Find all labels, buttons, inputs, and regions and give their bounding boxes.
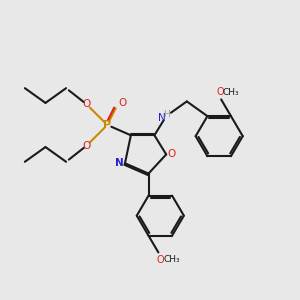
Text: O: O <box>118 98 127 108</box>
Text: N: N <box>115 158 124 168</box>
Text: O: O <box>167 149 175 159</box>
Text: H: H <box>163 110 169 119</box>
Text: O: O <box>217 87 224 97</box>
Text: N: N <box>158 113 166 124</box>
Text: P: P <box>103 120 111 130</box>
Text: O: O <box>82 99 91 110</box>
Text: CH₃: CH₃ <box>164 255 180 264</box>
Text: CH₃: CH₃ <box>222 88 239 97</box>
Text: O: O <box>157 254 164 265</box>
Text: O: O <box>82 141 91 151</box>
